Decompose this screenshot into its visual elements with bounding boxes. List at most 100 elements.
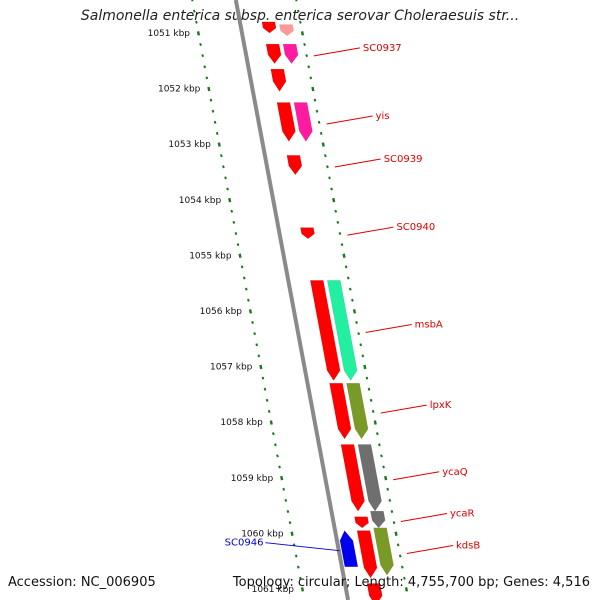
scale-tick-label: 1053 kbp [168, 140, 211, 150]
scale-tick [299, 576, 302, 580]
guide-tick [403, 576, 406, 580]
guide-tick [340, 243, 344, 247]
scale-tick [228, 197, 232, 203]
guide-tick [303, 42, 306, 46]
guide-tick [328, 176, 331, 180]
gene-arrow-g19 [373, 527, 394, 576]
scale-tick [222, 165, 225, 169]
scale-tick [290, 531, 294, 536]
gene-arrow-g11 [326, 280, 358, 381]
scale-tick [195, 20, 198, 24]
scale-tick-label: 1058 kbp [220, 418, 263, 428]
scale-tick-label: 1059 kbp [231, 474, 274, 484]
scale-tick [294, 554, 298, 558]
scale-tick [251, 320, 254, 324]
scale-tick [219, 154, 223, 158]
scale-tick [234, 232, 238, 236]
gene-arrow-g21 [339, 530, 359, 568]
scale-tick [248, 309, 253, 314]
scale-tick-label: 1055 kbp [189, 251, 232, 261]
guide-tick [378, 443, 381, 447]
scale-tick [288, 521, 292, 525]
gene-label-yis: yis [376, 111, 390, 122]
gene-label-SC0940: SC0940 [396, 222, 435, 233]
scale-tick [217, 142, 221, 147]
scale-tick [244, 287, 248, 291]
guide-tick [384, 475, 388, 481]
gene-arrow-g3 [265, 43, 282, 64]
scale-tick [240, 265, 244, 269]
guide-tick [326, 165, 329, 169]
guide-tick [344, 265, 348, 269]
guide-tick [382, 465, 385, 469]
guide-tick [396, 543, 400, 547]
scale-tick [242, 276, 246, 280]
gene-arrow-g12 [329, 383, 352, 440]
scale-tick [278, 465, 281, 469]
gene-label-lpxK: lpxK [430, 400, 452, 411]
scale-tick [209, 98, 213, 102]
guide-tick [361, 354, 365, 358]
guide-tick [309, 76, 313, 80]
gene-arrow-g6 [276, 102, 296, 142]
scale-tick [276, 454, 279, 458]
leader-line [313, 47, 360, 57]
scale-tick [263, 387, 267, 391]
gene-label-msbA: msbA [415, 319, 443, 330]
guide-tick [400, 565, 404, 569]
guide-tick [371, 409, 375, 413]
scale-tick [191, 0, 194, 2]
guide-tick [373, 420, 377, 425]
guide-tick [334, 209, 338, 213]
topology-summary: Topology: circular; Length: 4,755,700 bp… [232, 575, 590, 590]
scale-tick [286, 510, 290, 514]
scale-tick-label: 1052 kbp [158, 85, 201, 95]
gene-label-SC0939: SC0939 [384, 154, 423, 165]
guide-tick [296, 9, 300, 13]
guide-tick [367, 387, 371, 391]
scale-tick [238, 253, 242, 258]
guide-tick [321, 142, 325, 147]
gene-arrow-g15 [357, 444, 382, 512]
gene-label-ycaQ: ycaQ [442, 467, 468, 478]
accession-text: Accession: NC_006905 [8, 575, 156, 590]
scale-tick [255, 343, 259, 347]
gene-arrow-g5 [270, 68, 287, 92]
guide-tick [388, 498, 392, 502]
gene-arrow-g14 [340, 444, 365, 512]
scale-tick [247, 298, 250, 302]
scale-tick [203, 65, 207, 69]
guide-tick [299, 20, 302, 24]
gene-arrow-g10 [309, 280, 341, 381]
leader-line [365, 323, 412, 333]
scale-tick [271, 432, 275, 436]
backbone-line [233, 0, 351, 600]
gene-arrow-g8 [286, 155, 303, 176]
guide-tick [380, 454, 383, 458]
scale-tick [280, 475, 284, 481]
guide-tick [351, 298, 354, 302]
guide-tick [359, 343, 363, 347]
guide-tick [330, 187, 333, 191]
guide-tick [386, 487, 390, 491]
guide-tick [336, 220, 340, 224]
scale-tick [265, 398, 269, 402]
scale-tick [257, 354, 261, 358]
guide-tick [390, 510, 394, 514]
scale-tick [199, 42, 202, 46]
scale-tick [261, 376, 265, 380]
scale-tick [196, 31, 201, 36]
scale-tick [226, 187, 229, 191]
guide-tick [338, 232, 342, 236]
guide-tick [365, 376, 369, 380]
gene-arrow-g17 [370, 510, 386, 529]
guide-tick [357, 332, 360, 336]
guide-tick [315, 109, 319, 113]
scale-tick [215, 131, 219, 135]
leader-line [334, 158, 381, 168]
guide-tick [394, 531, 398, 536]
gene-arrow-g16 [354, 516, 369, 529]
leader-line [380, 404, 427, 414]
gene-label-SC0937: SC0937 [363, 43, 402, 54]
